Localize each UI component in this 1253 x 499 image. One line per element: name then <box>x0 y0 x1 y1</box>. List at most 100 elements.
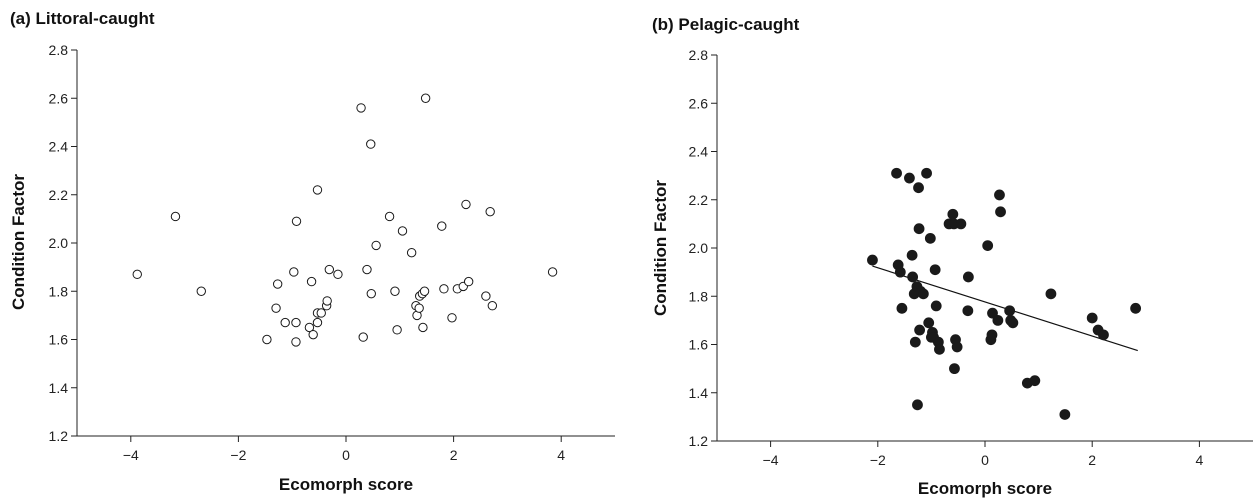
y-tick-label: 2.4 <box>689 144 709 160</box>
y-tick-label: 2.4 <box>49 139 69 155</box>
data-point <box>420 93 431 103</box>
y-tick-label: 2.8 <box>689 47 709 63</box>
y-tick-label: 2.2 <box>689 192 709 208</box>
y-tick-label: 1.6 <box>689 337 709 353</box>
tick-group: 1.2 1.4 1.6 1.8 2.0 2.2 2.4 2.6 2.8 −4 −2 0 2 4 <box>689 47 1204 468</box>
data-point <box>923 317 935 329</box>
y-axis-label: Condition Factor <box>651 180 670 316</box>
data-point <box>272 279 283 289</box>
data-point <box>366 288 376 299</box>
data-point <box>304 322 315 333</box>
x-tick-label: 2 <box>1088 452 1096 468</box>
x-tick-label: 0 <box>342 447 350 463</box>
data-point <box>439 284 449 294</box>
panel-title: (b) Pelagic-caught <box>652 15 800 34</box>
data-point <box>949 363 960 375</box>
data-point <box>316 308 326 318</box>
data-point <box>934 343 945 355</box>
data-point <box>390 286 400 296</box>
data-point <box>371 240 381 251</box>
data-point <box>896 302 908 314</box>
y-tick-label: 1.4 <box>689 385 709 401</box>
point-group <box>132 93 558 347</box>
data-point <box>929 264 941 276</box>
data-point <box>437 221 447 231</box>
data-point <box>322 296 332 306</box>
x-tick-label: 4 <box>1196 452 1204 468</box>
data-point <box>312 185 323 195</box>
tick-group: 1.2 1.4 1.6 1.8 2.0 2.2 2.4 2.6 2.8 −4 −2 0 2 4 <box>49 42 566 463</box>
x-axis-label: Ecomorph score <box>918 479 1052 498</box>
data-point <box>481 291 491 301</box>
data-point <box>962 271 974 283</box>
data-point <box>356 103 366 113</box>
data-point <box>912 399 923 411</box>
y-axis-label: Condition Factor <box>9 174 28 310</box>
data-point <box>291 337 301 347</box>
panel-littoral: (a) Littoral-caught 1.2 1.4 1.6 1.8 2.0 2.2 2.… <box>9 9 615 494</box>
x-tick-label: −2 <box>230 447 246 463</box>
y-tick-label: 1.2 <box>49 428 69 444</box>
data-point <box>384 211 395 222</box>
x-tick-label: −2 <box>870 452 886 468</box>
panel-pelagic: (b) Pelagic-caught 1.2 1.4 1.6 1.8 2.0 2.2 2.4… <box>651 15 1253 498</box>
axes <box>76 50 615 437</box>
data-point <box>906 249 918 261</box>
data-point <box>867 254 878 266</box>
x-tick-label: 0 <box>981 452 989 468</box>
data-point <box>447 313 457 323</box>
data-point <box>397 226 408 236</box>
y-tick-label: 2.2 <box>49 187 69 203</box>
data-point <box>132 269 142 280</box>
y-tick-label: 2.0 <box>689 240 709 256</box>
x-tick-label: −4 <box>763 452 779 468</box>
data-point <box>921 167 932 179</box>
data-point <box>987 307 998 319</box>
data-point <box>909 336 921 348</box>
data-point <box>291 216 302 226</box>
y-tick-label: 1.2 <box>689 433 709 449</box>
x-tick-label: −4 <box>123 447 139 463</box>
data-point <box>907 271 919 283</box>
data-point <box>196 286 206 296</box>
data-point <box>930 300 942 312</box>
data-point <box>333 269 343 280</box>
data-point <box>982 240 994 251</box>
data-point <box>1086 312 1098 324</box>
point-group <box>867 167 1142 420</box>
data-point <box>1045 288 1057 300</box>
data-point <box>913 182 924 194</box>
data-point <box>463 276 474 287</box>
data-point <box>1098 329 1109 341</box>
x-tick-label: 2 <box>450 447 458 463</box>
data-point <box>392 325 402 335</box>
data-point <box>291 317 301 328</box>
data-point <box>289 267 299 277</box>
data-point <box>994 189 1005 201</box>
data-point <box>308 329 318 340</box>
y-tick-label: 2.6 <box>49 90 69 106</box>
data-point <box>955 218 967 230</box>
data-point <box>1029 375 1041 387</box>
data-point <box>924 232 936 244</box>
y-tick-label: 1.6 <box>49 332 69 348</box>
y-tick-label: 1.4 <box>49 380 69 396</box>
y-tick-label: 2.6 <box>689 95 709 111</box>
y-tick-label: 2.8 <box>49 42 69 58</box>
data-point <box>1007 317 1019 329</box>
data-point <box>1130 302 1142 314</box>
data-point <box>894 266 906 278</box>
data-point <box>947 208 959 220</box>
data-point <box>487 301 498 311</box>
data-point <box>362 264 372 275</box>
y-tick-label: 1.8 <box>49 283 69 299</box>
data-point <box>1059 409 1071 420</box>
y-tick-label: 2.0 <box>49 235 69 251</box>
data-point <box>312 317 323 328</box>
data-point <box>992 314 1004 326</box>
data-point <box>913 223 925 235</box>
data-point <box>170 211 181 222</box>
data-point <box>280 317 290 328</box>
data-point <box>904 172 915 184</box>
